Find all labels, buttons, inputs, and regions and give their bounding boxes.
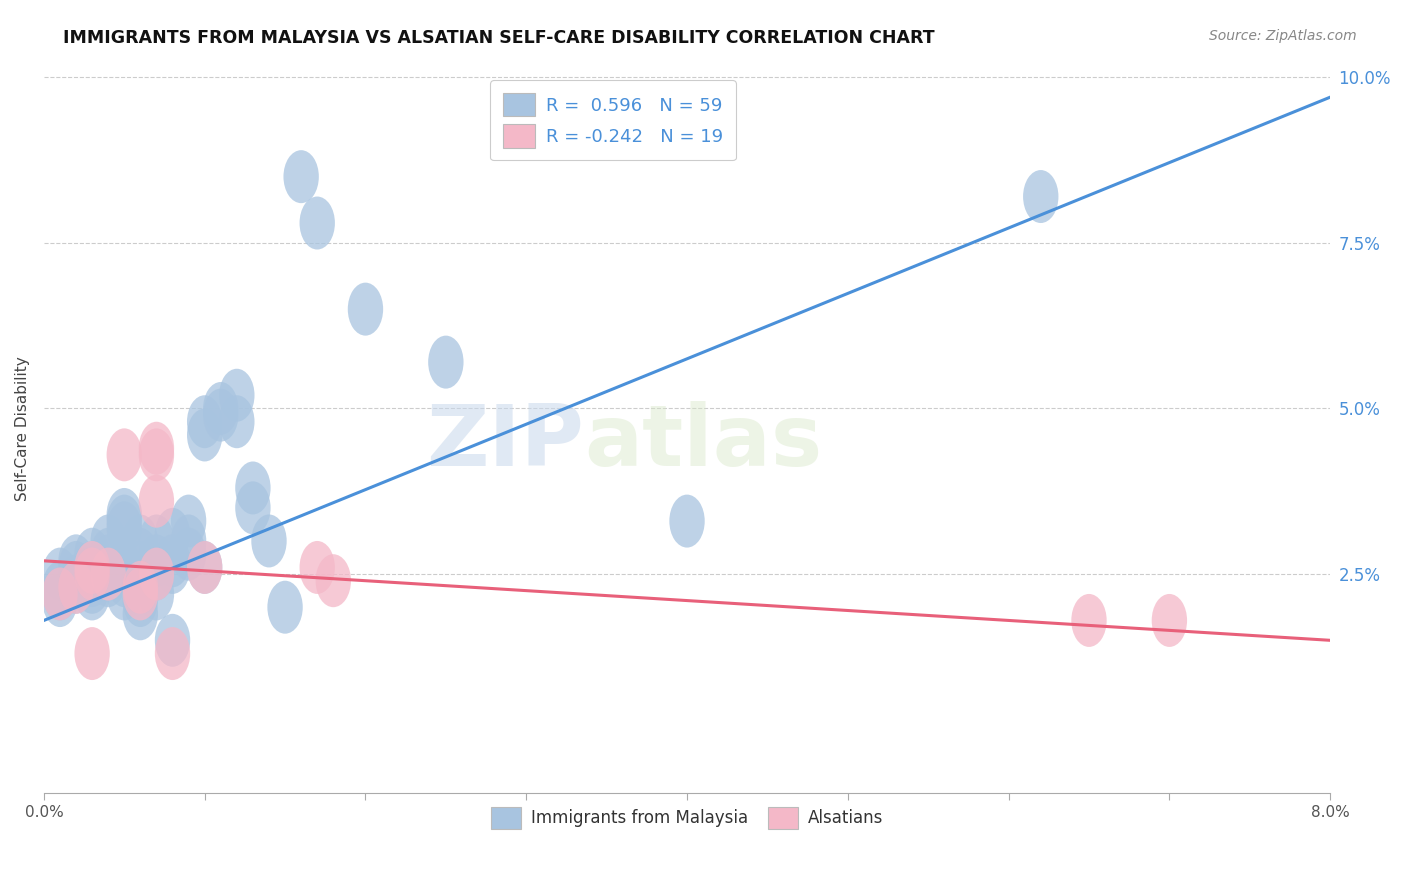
Ellipse shape: [107, 494, 142, 548]
Ellipse shape: [1024, 170, 1059, 223]
Ellipse shape: [75, 554, 110, 607]
Ellipse shape: [59, 534, 94, 587]
Ellipse shape: [235, 461, 270, 515]
Ellipse shape: [122, 541, 157, 594]
Ellipse shape: [187, 409, 222, 461]
Ellipse shape: [42, 567, 77, 621]
Ellipse shape: [122, 561, 157, 614]
Ellipse shape: [139, 534, 174, 587]
Ellipse shape: [90, 554, 127, 607]
Ellipse shape: [75, 561, 110, 614]
Ellipse shape: [252, 515, 287, 567]
Ellipse shape: [122, 528, 157, 581]
Text: ZIP: ZIP: [426, 401, 583, 484]
Ellipse shape: [42, 574, 77, 627]
Text: IMMIGRANTS FROM MALAYSIA VS ALSATIAN SELF-CARE DISABILITY CORRELATION CHART: IMMIGRANTS FROM MALAYSIA VS ALSATIAN SEL…: [63, 29, 935, 46]
Ellipse shape: [172, 515, 207, 567]
Ellipse shape: [75, 548, 110, 600]
Ellipse shape: [187, 395, 222, 448]
Ellipse shape: [219, 368, 254, 422]
Ellipse shape: [90, 548, 127, 600]
Ellipse shape: [90, 528, 127, 581]
Ellipse shape: [107, 567, 142, 621]
Ellipse shape: [155, 614, 190, 667]
Ellipse shape: [107, 541, 142, 594]
Ellipse shape: [42, 567, 77, 621]
Ellipse shape: [75, 548, 110, 600]
Ellipse shape: [267, 581, 302, 633]
Ellipse shape: [107, 488, 142, 541]
Y-axis label: Self-Care Disability: Self-Care Disability: [15, 356, 30, 500]
Ellipse shape: [219, 395, 254, 448]
Ellipse shape: [122, 561, 157, 614]
Ellipse shape: [155, 541, 190, 594]
Ellipse shape: [107, 428, 142, 482]
Ellipse shape: [139, 428, 174, 482]
Ellipse shape: [284, 150, 319, 203]
Ellipse shape: [122, 574, 157, 627]
Ellipse shape: [42, 548, 77, 600]
Ellipse shape: [299, 541, 335, 594]
Ellipse shape: [122, 515, 157, 567]
Ellipse shape: [139, 422, 174, 475]
Ellipse shape: [235, 482, 270, 534]
Text: Source: ZipAtlas.com: Source: ZipAtlas.com: [1209, 29, 1357, 43]
Ellipse shape: [187, 541, 222, 594]
Ellipse shape: [59, 561, 94, 614]
Ellipse shape: [122, 587, 157, 640]
Ellipse shape: [299, 196, 335, 250]
Ellipse shape: [59, 541, 94, 594]
Ellipse shape: [139, 475, 174, 528]
Ellipse shape: [187, 541, 222, 594]
Ellipse shape: [59, 561, 94, 614]
Ellipse shape: [75, 541, 110, 594]
Ellipse shape: [155, 534, 190, 587]
Ellipse shape: [42, 561, 77, 614]
Ellipse shape: [122, 567, 157, 621]
Ellipse shape: [107, 554, 142, 607]
Ellipse shape: [75, 528, 110, 581]
Ellipse shape: [59, 554, 94, 607]
Ellipse shape: [139, 548, 174, 600]
Ellipse shape: [75, 627, 110, 680]
Legend: Immigrants from Malaysia, Alsatians: Immigrants from Malaysia, Alsatians: [484, 801, 890, 835]
Ellipse shape: [669, 494, 704, 548]
Ellipse shape: [347, 283, 384, 335]
Ellipse shape: [107, 501, 142, 554]
Ellipse shape: [155, 508, 190, 561]
Ellipse shape: [75, 567, 110, 621]
Text: atlas: atlas: [583, 401, 823, 484]
Ellipse shape: [90, 515, 127, 567]
Ellipse shape: [202, 389, 239, 442]
Ellipse shape: [90, 534, 127, 587]
Ellipse shape: [429, 335, 464, 389]
Ellipse shape: [139, 567, 174, 621]
Ellipse shape: [90, 548, 127, 600]
Ellipse shape: [1071, 594, 1107, 647]
Ellipse shape: [1152, 594, 1187, 647]
Ellipse shape: [172, 528, 207, 581]
Ellipse shape: [155, 627, 190, 680]
Ellipse shape: [139, 515, 174, 567]
Ellipse shape: [315, 554, 352, 607]
Ellipse shape: [202, 382, 239, 435]
Ellipse shape: [75, 541, 110, 594]
Ellipse shape: [139, 548, 174, 600]
Ellipse shape: [172, 494, 207, 548]
